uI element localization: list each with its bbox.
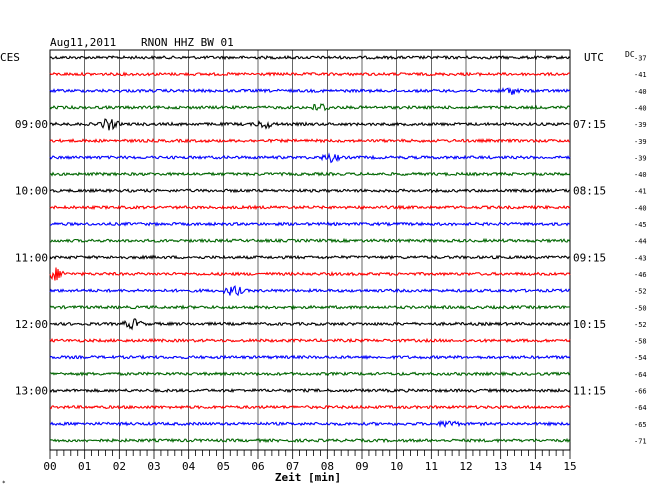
x-axis: 00 01 02 03 04 05 06 07 08 09 10 11 12 13 14 15 xyxy=(43,450,577,473)
trace-8 xyxy=(49,171,571,177)
dc-offset-value: -52 xyxy=(634,321,647,329)
left-time-label: 12:00 xyxy=(15,318,48,331)
x-tick-label: 04 xyxy=(182,460,196,473)
dc-offset-value: -50 xyxy=(634,304,647,312)
x-tick-label: 05 xyxy=(217,460,230,473)
right-time-label: 11:15 xyxy=(573,385,606,398)
x-tick-label: 06 xyxy=(251,460,264,473)
left-time-label: 13:00 xyxy=(15,385,48,398)
x-tick-label: 00 xyxy=(43,460,56,473)
x-tick-label: 09 xyxy=(355,460,368,473)
dc-offset-value: -45 xyxy=(634,221,647,229)
dc-offset-value: -41 xyxy=(634,71,647,79)
trace-23 xyxy=(49,419,571,428)
trace-15 xyxy=(49,285,571,297)
x-tick-label: 13 xyxy=(494,460,507,473)
dc-offset-value: -52 xyxy=(634,288,647,296)
dc-offset-value: -39 xyxy=(634,121,647,129)
vertical-gridlines xyxy=(84,50,536,450)
trace-20 xyxy=(49,371,571,377)
dc-offset-value: -43 xyxy=(634,254,647,262)
right-time-label: 09:15 xyxy=(573,251,606,264)
chart-date: Aug11,2011 xyxy=(50,36,116,49)
dc-offset-value: -40 xyxy=(634,171,647,179)
x-tick-label: 02 xyxy=(113,460,126,473)
trace-7 xyxy=(49,152,571,164)
left-time-label: 09:00 xyxy=(15,118,48,131)
trace-group xyxy=(49,54,571,444)
trace-21 xyxy=(49,387,571,394)
dc-offset-value: -54 xyxy=(634,354,647,362)
trace-3 xyxy=(49,87,571,95)
chart-station: RNON HHZ BW 01 xyxy=(141,36,234,49)
dc-offset-value: -66 xyxy=(634,388,647,396)
trace-17 xyxy=(49,318,571,331)
x-tick-label: 12 xyxy=(459,460,472,473)
trace-1 xyxy=(49,54,571,61)
left-time-label: 11:00 xyxy=(15,251,48,264)
dc-offset-value: -46 xyxy=(634,271,647,279)
trace-9 xyxy=(49,187,571,194)
dc-offset-values: -37 -41 -40 -40 -39 -39 -39 -40 -41 -40 -45 -44 -43 -… xyxy=(634,55,647,446)
right-timezone-label: UTC xyxy=(584,51,604,64)
trace-19 xyxy=(49,354,571,361)
dc-offset-value: -40 xyxy=(634,88,647,96)
left-time-label: 10:00 xyxy=(15,185,48,198)
dc-offset-value: -64 xyxy=(634,371,647,379)
x-axis-label: Zeit [min] xyxy=(275,471,341,484)
x-tick-label: 01 xyxy=(78,460,91,473)
trace-11 xyxy=(50,221,571,227)
right-time-label: 10:15 xyxy=(573,318,606,331)
x-tick-label: 15 xyxy=(563,460,576,473)
trace-16 xyxy=(49,304,571,311)
x-tick-label: 11 xyxy=(425,460,438,473)
trace-13 xyxy=(49,254,571,261)
trace-18 xyxy=(49,337,571,344)
dc-offset-value: -58 xyxy=(634,338,647,346)
left-timezone-label: CES xyxy=(0,51,20,64)
trace-24 xyxy=(49,437,571,444)
trace-12 xyxy=(49,237,571,244)
dc-offset-value: -39 xyxy=(634,138,647,146)
right-time-label: 07:15 xyxy=(573,118,606,131)
dc-offset-value: -44 xyxy=(634,238,647,246)
trace-2 xyxy=(49,71,571,77)
trace-4 xyxy=(49,103,571,112)
left-time-labels: 09:00 10:00 11:00 12:00 13:00 xyxy=(15,118,48,397)
dc-offset-value: -37 xyxy=(634,55,647,63)
right-time-labels: 07:15 08:15 09:15 10:15 11:15 xyxy=(573,118,606,397)
dc-label: DC xyxy=(625,50,635,59)
dc-offset-value: -39 xyxy=(634,154,647,162)
x-tick-label: 07 xyxy=(286,460,299,473)
trace-6 xyxy=(49,138,571,144)
x-tick-label: 03 xyxy=(147,460,160,473)
dc-offset-value: -71 xyxy=(634,437,647,445)
dc-offset-value: -40 xyxy=(634,204,647,212)
trace-14 xyxy=(49,267,571,281)
dc-offset-value: -65 xyxy=(634,421,647,429)
plot-area xyxy=(49,49,571,451)
right-time-label: 08:15 xyxy=(573,185,606,198)
dc-offset-value: -64 xyxy=(634,404,647,412)
trace-22 xyxy=(49,404,571,410)
x-tick-label: 10 xyxy=(390,460,403,473)
dc-offset-value: -40 xyxy=(634,104,647,112)
x-tick-label: 14 xyxy=(529,460,543,473)
trace-10 xyxy=(49,204,571,211)
trace-5 xyxy=(49,118,571,131)
dc-offset-value: -41 xyxy=(634,188,647,196)
corner-mark: * xyxy=(2,480,6,487)
x-tick-label: 08 xyxy=(321,460,334,473)
